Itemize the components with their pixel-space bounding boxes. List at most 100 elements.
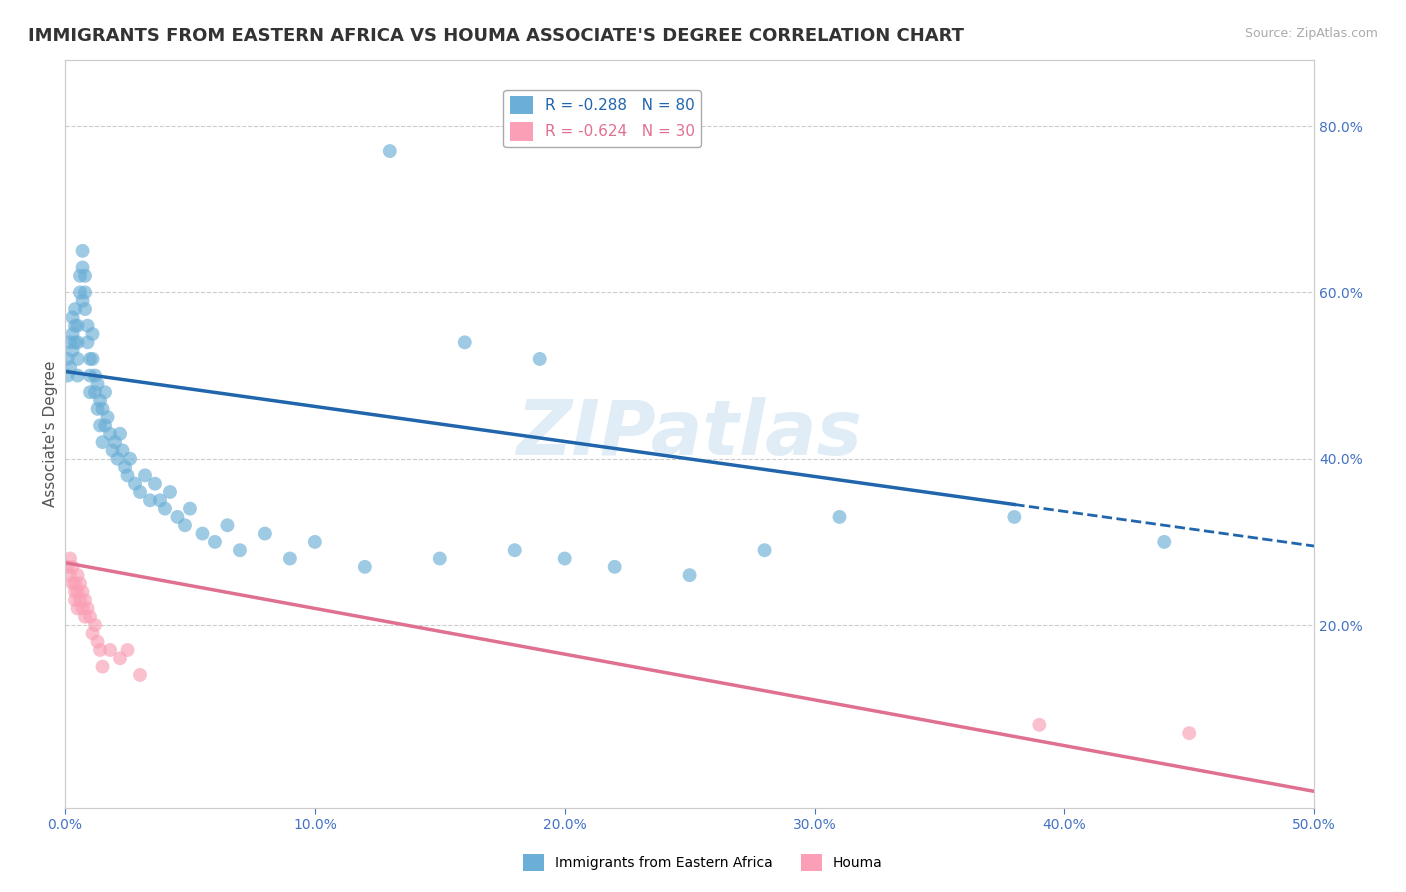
Legend: R = -0.288   N = 80, R = -0.624   N = 30: R = -0.288 N = 80, R = -0.624 N = 30 [503,90,700,147]
Point [59,551,82,566]
Point [69,576,91,591]
Point [149,493,172,508]
Point [66,318,89,333]
Point [101,443,124,458]
Point [107,451,129,466]
Point [117,643,139,657]
Text: Source: ZipAtlas.com: Source: ZipAtlas.com [1244,27,1378,40]
Point [76,335,98,350]
Point [73,268,96,283]
Point [111,443,134,458]
Point [66,601,89,615]
Point [72,244,94,258]
Point [91,435,114,450]
Point [1153,535,1175,549]
Point [129,485,152,500]
Point [104,435,127,450]
Point [66,368,89,383]
Point [84,618,107,632]
Point [76,318,98,333]
Point [828,510,851,524]
Point [174,518,197,533]
Point [229,543,252,558]
Point [73,285,96,300]
Point [143,476,166,491]
Point [134,468,156,483]
Point [108,426,131,441]
Text: IMMIGRANTS FROM EASTERN AFRICA VS HOUMA ASSOCIATE'S DEGREE CORRELATION CHART: IMMIGRANTS FROM EASTERN AFRICA VS HOUMA … [28,27,965,45]
Point [84,385,107,400]
Point [62,343,84,358]
Y-axis label: Associate's Degree: Associate's Degree [44,360,58,507]
Point [1178,726,1201,740]
Point [94,385,117,400]
Point [63,335,86,350]
Point [73,593,96,607]
Point [179,501,201,516]
Point [89,393,111,408]
Point [94,418,117,433]
Point [253,526,276,541]
Point [66,335,89,350]
Point [204,535,226,549]
Point [378,144,401,158]
Point [217,518,239,533]
Point [191,526,214,541]
Point [86,401,108,416]
Point [89,643,111,657]
Point [118,451,141,466]
Point [63,593,86,607]
Point [603,559,626,574]
Point [86,376,108,391]
Point [59,360,82,375]
Point [754,543,776,558]
Point [108,651,131,665]
Point [66,584,89,599]
Point [96,410,118,425]
Point [62,310,84,325]
Point [304,535,326,549]
Point [129,668,152,682]
Point [114,460,136,475]
Point [91,659,114,673]
Point [56,368,79,383]
Point [69,285,91,300]
Point [89,418,111,433]
Point [98,643,121,657]
Point [56,351,79,366]
Point [454,335,477,350]
Point [554,551,576,566]
Point [139,493,162,508]
Point [84,368,107,383]
Point [76,601,98,615]
Point [63,576,86,591]
Point [72,260,94,275]
Point [62,559,84,574]
Point [429,551,451,566]
Point [153,501,176,516]
Point [353,559,375,574]
Point [62,576,84,591]
Point [63,318,86,333]
Point [124,476,146,491]
Text: ZIPatlas: ZIPatlas [516,397,863,471]
Point [66,351,89,366]
Point [503,543,526,558]
Point [91,401,114,416]
Point [79,609,101,624]
Point [529,351,551,366]
Point [82,351,104,366]
Point [73,609,96,624]
Point [82,326,104,341]
Point [159,485,181,500]
Point [73,301,96,316]
Point [59,335,82,350]
Point [82,626,104,640]
Point [63,301,86,316]
Point [69,268,91,283]
Point [278,551,301,566]
Point [66,568,89,582]
Point [72,601,94,615]
Point [86,634,108,648]
Point [98,426,121,441]
